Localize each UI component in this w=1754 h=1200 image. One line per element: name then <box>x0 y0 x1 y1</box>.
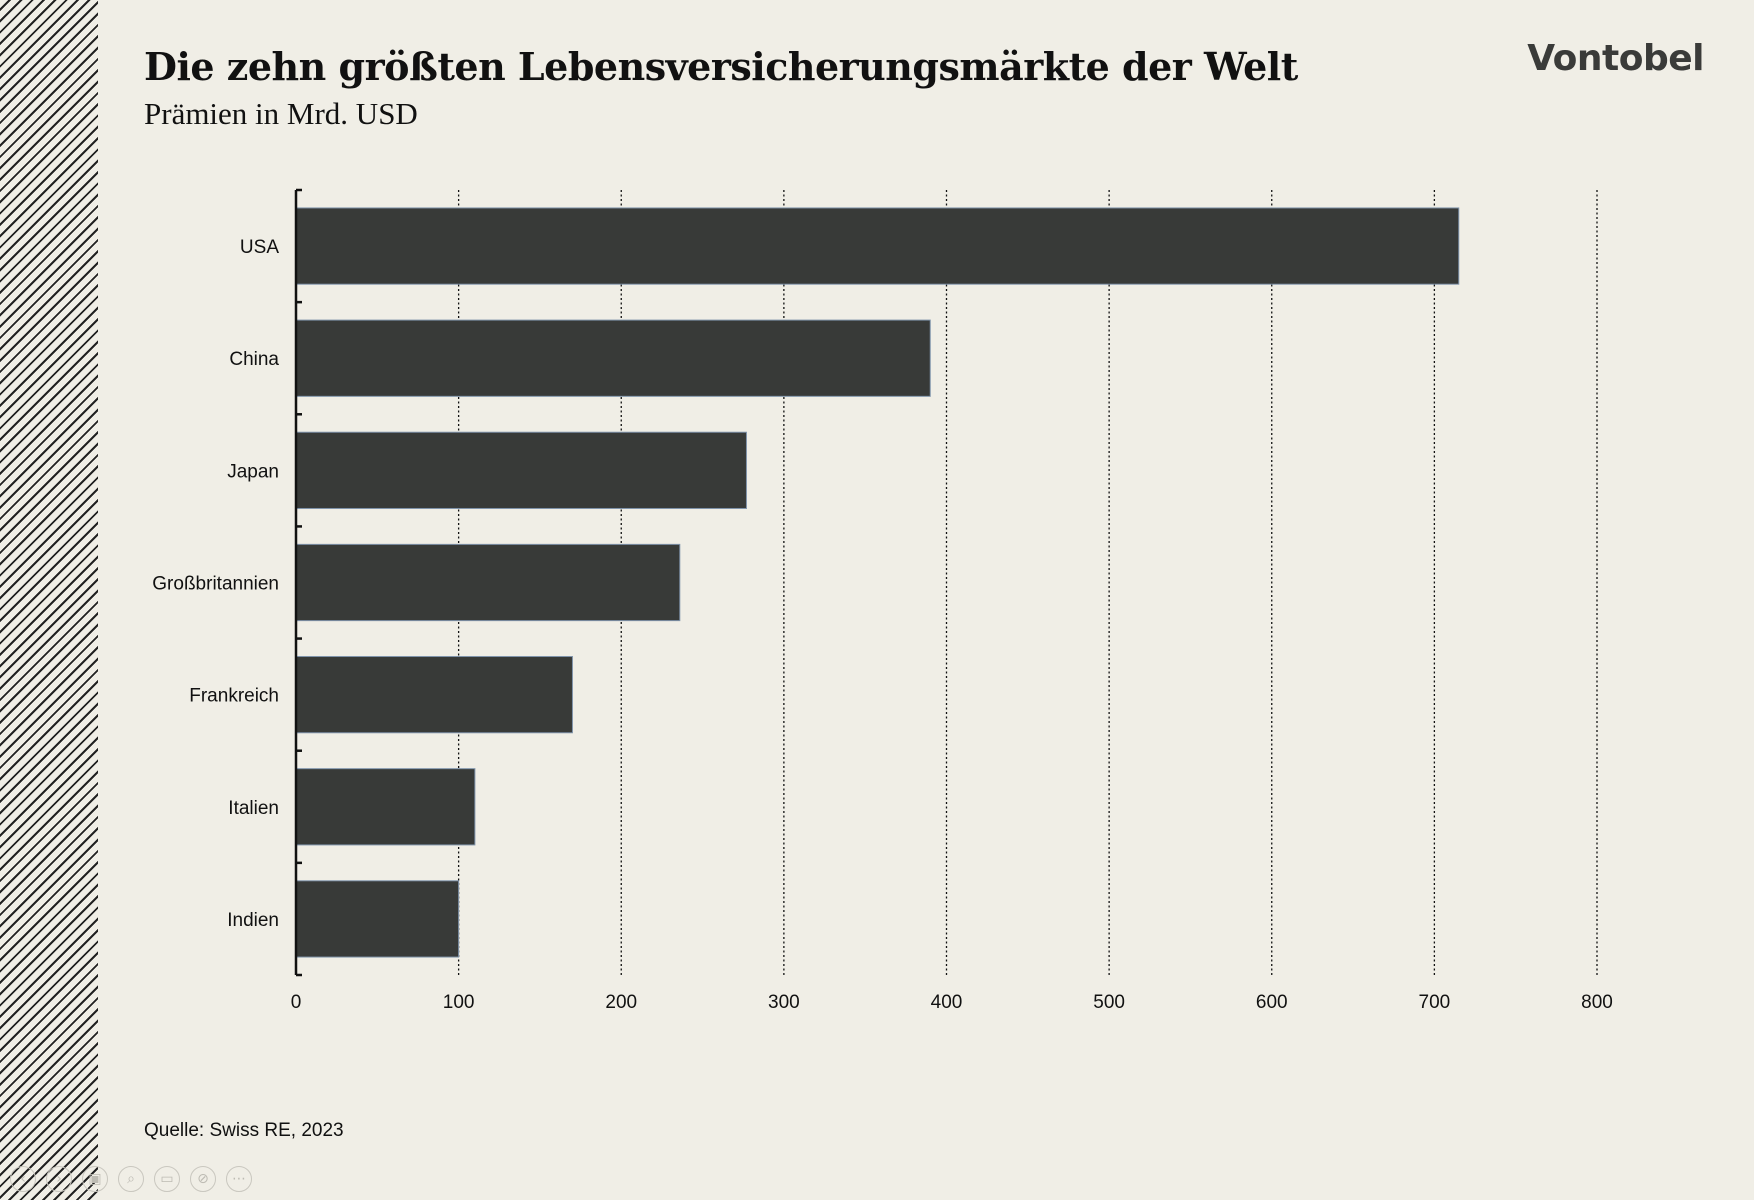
bar-china <box>295 319 931 397</box>
hatched-side-panel <box>0 0 98 1200</box>
source-note: Quelle: Swiss RE, 2023 <box>144 1120 344 1141</box>
slides-icon[interactable]: ▣ <box>82 1166 108 1192</box>
y-category-label: Japan <box>227 461 279 482</box>
y-category-label: Indien <box>227 910 279 931</box>
next-icon[interactable]: › <box>46 1166 72 1192</box>
x-tick-label-400: 400 <box>931 992 963 1013</box>
y-category-label: Frankreich <box>189 686 279 707</box>
y-category-label: USA <box>240 237 279 258</box>
brand-logo: Vontobel <box>1527 38 1704 79</box>
x-tick-label-500: 500 <box>1093 992 1125 1013</box>
y-category-label: Großbritannien <box>152 574 279 595</box>
zoom-icon[interactable]: ⌕ <box>118 1166 144 1192</box>
presentation-toolbar: ‹ › ▣ ⌕ ▭ ⊘ ⋯ <box>10 1166 252 1192</box>
x-tick-label-600: 600 <box>1256 992 1288 1013</box>
x-tick-label-800: 800 <box>1581 992 1613 1013</box>
x-tick-label-100: 100 <box>443 992 475 1013</box>
y-category-label: China <box>229 349 279 370</box>
x-tick-label-0: 0 <box>291 992 302 1013</box>
bar-indien <box>295 880 460 958</box>
x-tick-label-300: 300 <box>768 992 800 1013</box>
chart-title: Die zehn größten Lebensversicherungsmärk… <box>144 44 1298 89</box>
bar-frankreich <box>295 656 573 734</box>
more-icon[interactable]: ⋯ <box>226 1166 252 1192</box>
chart-subtitle: Prämien in Mrd. USD <box>144 96 418 131</box>
subtitles-icon[interactable]: ▭ <box>154 1166 180 1192</box>
x-tick-label-700: 700 <box>1419 992 1451 1013</box>
bar-großbritannien <box>295 543 681 622</box>
prev-icon[interactable]: ‹ <box>10 1166 36 1192</box>
camera-off-icon[interactable]: ⊘ <box>190 1166 216 1192</box>
bar-usa <box>295 207 1460 285</box>
bar-japan <box>295 431 747 509</box>
y-category-label: Italien <box>228 798 279 819</box>
bar-italien <box>295 768 476 846</box>
x-tick-label-200: 200 <box>605 992 637 1013</box>
